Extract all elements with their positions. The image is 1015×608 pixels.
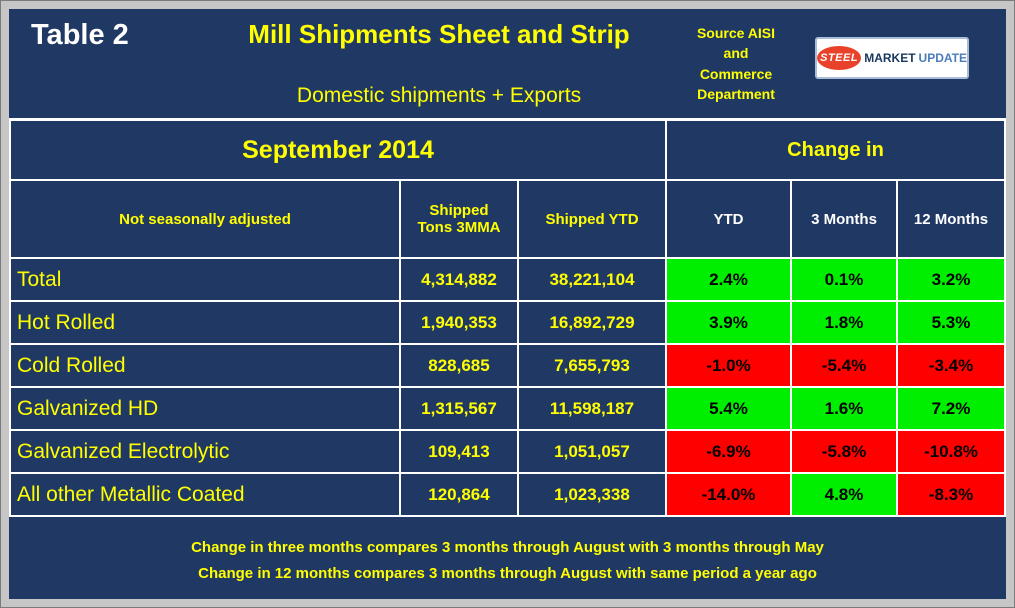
tons-3mma-value: 109,413 [401,431,517,472]
change-3mo-cell: 4.8% [792,474,896,515]
footnote-line-1: Change in three months compares 3 months… [191,539,824,556]
shipments-table: September 2014 Change in Not seasonally … [9,121,1006,517]
tons-3mma-value: 828,685 [401,345,517,386]
report-table: Table 2 Mill Shipments Sheet and Strip D… [9,9,1006,599]
shipped-ytd-value: 16,892,729 [519,302,665,343]
column-header-change-3-months: 3 Months [792,181,896,257]
shipped-ytd-value: 7,655,793 [519,345,665,386]
tons-3mma-value: 1,315,567 [401,388,517,429]
row-label: Total [11,259,399,300]
tons-3mma-value: 120,864 [401,474,517,515]
shipped-ytd-value: 11,598,187 [519,388,665,429]
logo-update-text: UPDATE [918,51,967,65]
column-header-tons-3mma: Shipped Tons 3MMA [401,181,517,257]
row-label: All other Metallic Coated [11,474,399,515]
source-line: Source AISI [696,25,776,41]
change-ytd-cell: -6.9% [667,431,790,472]
title-block: Mill Shipments Sheet and Strip Domestic … [159,19,719,108]
change-12mo-cell: 7.2% [898,388,1004,429]
source-note: Source AISI and Commerce Department [671,23,801,104]
change-12mo-cell: -10.8% [898,431,1004,472]
shipped-ytd-value: 38,221,104 [519,259,665,300]
change-3mo-cell: 1.8% [792,302,896,343]
row-label: Hot Rolled [11,302,399,343]
change-12mo-cell: -3.4% [898,345,1004,386]
change-ytd-cell: 2.4% [667,259,790,300]
row-label: Galvanized Electrolytic [11,431,399,472]
column-header-label: Not seasonally adjusted [11,181,399,257]
footnotes: Change in three months compares 3 months… [9,535,1006,587]
change-3mo-cell: 1.6% [792,388,896,429]
logo-steel-oval: STEEL [817,46,862,70]
tons-3mma-value: 1,940,353 [401,302,517,343]
steel-market-update-logo: STEEL MARKET UPDATE [815,37,969,79]
table-number-label: Table 2 [31,19,129,51]
change-ytd-cell: -14.0% [667,474,790,515]
column-header-change-ytd: YTD [667,181,790,257]
change-3mo-cell: -5.8% [792,431,896,472]
tons-3mma-value: 4,314,882 [401,259,517,300]
source-line: Department [697,85,775,102]
logo-market-text: MARKET [864,51,916,65]
column-header-change-12-months: 12 Months [898,181,1004,257]
shipped-ytd-value: 1,023,338 [519,474,665,515]
change-ytd-cell: -1.0% [667,345,790,386]
period-header: September 2014 [11,121,665,179]
row-label: Galvanized HD [11,388,399,429]
change-12mo-cell: 5.3% [898,302,1004,343]
subtitle: Domestic shipments + Exports [296,84,582,107]
footnote-line-2: Change in 12 months compares 3 months th… [198,565,817,582]
page-title: Mill Shipments Sheet and Strip [248,19,630,49]
source-line: and [723,45,749,62]
shipped-ytd-value: 1,051,057 [519,431,665,472]
change-12mo-cell: -8.3% [898,474,1004,515]
header: Table 2 Mill Shipments Sheet and Strip D… [9,9,1006,121]
change-ytd-cell: 3.9% [667,302,790,343]
column-header-shipped-ytd: Shipped YTD [519,181,665,257]
source-line: Commerce [699,65,773,82]
row-label: Cold Rolled [11,345,399,386]
change-12mo-cell: 3.2% [898,259,1004,300]
change-in-header: Change in [667,121,1004,179]
change-3mo-cell: -5.4% [792,345,896,386]
change-3mo-cell: 0.1% [792,259,896,300]
change-ytd-cell: 5.4% [667,388,790,429]
